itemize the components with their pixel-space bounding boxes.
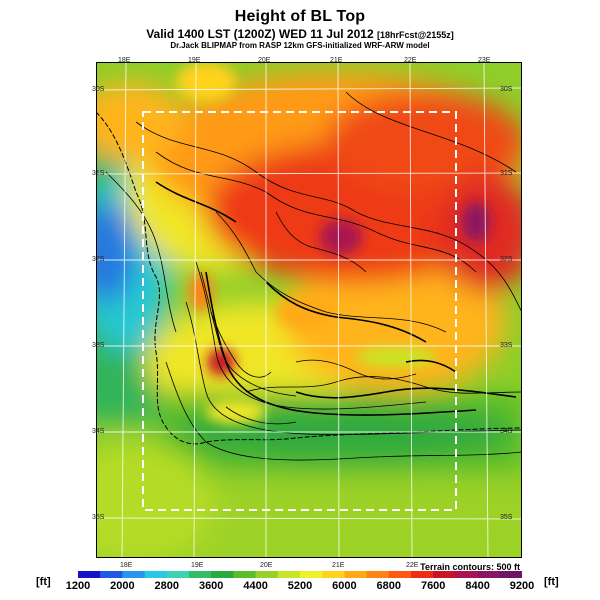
lat-label-left-35s: 35S — [92, 514, 105, 521]
colorbar-label: 1200 — [65, 580, 91, 592]
lon-label-bottom-20e: 20E — [260, 562, 273, 569]
lat-label-left-30s: 30S — [92, 86, 105, 93]
model-credit: Dr.Jack BLIPMAP from RASP 12km GFS-initi… — [170, 41, 430, 50]
bl-top-map — [96, 62, 522, 558]
colorbar-label: 6000 — [332, 580, 357, 592]
lon-label-top-19e: 19E — [188, 57, 201, 64]
lon-label-bottom-22e: 22E — [406, 562, 419, 569]
lat-label-right-33s: 33S — [500, 342, 513, 349]
colorbar-swatch — [433, 571, 456, 578]
lat-label-right-30s: 30S — [500, 86, 513, 93]
colorbar-swatch — [411, 571, 434, 578]
colorbar-label: 2000 — [110, 580, 135, 592]
lat-label-right-31s: 31S — [500, 170, 513, 177]
colorbar-swatch — [233, 571, 257, 578]
colorbar-swatch — [78, 571, 101, 578]
forecast-tag: [18hrFcst@2155z] — [376, 30, 454, 40]
colorbar-swatch — [322, 571, 345, 578]
lon-label-top-22e: 22E — [404, 57, 417, 64]
map-field — [96, 62, 522, 558]
unit-left: [ft] — [36, 576, 51, 588]
lon-label-top-21e: 21E — [330, 57, 343, 64]
lon-label-bottom-21e: 21E — [332, 562, 345, 569]
lat-label-left-33s: 33S — [92, 342, 105, 349]
inner-domain-box — [142, 111, 457, 511]
colorbar — [78, 571, 522, 578]
colorbar-swatch — [344, 571, 368, 578]
colorbar-swatch — [499, 571, 522, 578]
coastline — [96, 111, 522, 445]
colorbar-swatch — [455, 571, 479, 578]
colorbar-swatch — [100, 571, 123, 578]
colorbar-swatch — [144, 571, 168, 578]
lon-label-top-20e: 20E — [258, 57, 271, 64]
colorbar-label: 6800 — [376, 580, 402, 592]
lon-label-bottom-19e: 19E — [191, 562, 204, 569]
lat-label-left-31s: 31S — [92, 170, 105, 177]
colorbar-swatch — [189, 571, 212, 578]
colorbar-label: 4400 — [243, 580, 268, 592]
colorbar-swatch — [277, 571, 301, 578]
terrain-note: Terrain contours: 500 ft — [420, 562, 520, 572]
lat-label-right-32s: 32S — [500, 256, 513, 263]
colorbar-label: 7600 — [420, 580, 446, 592]
lat-label-left-32s: 32S — [92, 256, 105, 263]
lat-label-right-34s: 34S — [500, 428, 513, 435]
colorbar-label: 5200 — [287, 580, 313, 592]
colorbar-swatch — [255, 571, 279, 578]
colorbar-swatch — [122, 571, 146, 578]
graticule — [96, 62, 522, 558]
map-title: Height of BL Top — [234, 8, 366, 25]
colorbar-swatch — [166, 571, 190, 578]
lat-label-right-35s: 35S — [500, 514, 513, 521]
colorbar-swatch — [366, 571, 390, 578]
valid-time: Valid 1400 LST (1200Z) WED 11 Jul 2012 — [146, 27, 374, 41]
lon-label-top-23e: 23E — [478, 57, 491, 64]
map-subtitle: Valid 1400 LST (1200Z) WED 11 Jul 2012 [… — [0, 27, 600, 41]
colorbar-swatch — [300, 571, 323, 578]
colorbar-swatch — [388, 571, 412, 578]
terrain-contours — [105, 91, 522, 461]
lon-label-top-18e: 18E — [118, 57, 131, 64]
colorbar-label: 9200 — [509, 580, 535, 592]
colorbar-swatch — [211, 571, 234, 578]
lon-label-bottom-18e: 18E — [120, 562, 133, 569]
colorbar-swatch — [477, 571, 501, 578]
colorbar-label: 8400 — [465, 580, 490, 592]
map-frame — [96, 62, 522, 558]
colorbar-label: 3600 — [198, 580, 224, 592]
colorbar-label: 2800 — [154, 580, 180, 592]
lat-label-left-34s: 34S — [92, 428, 105, 435]
unit-right: [ft] — [544, 576, 559, 588]
